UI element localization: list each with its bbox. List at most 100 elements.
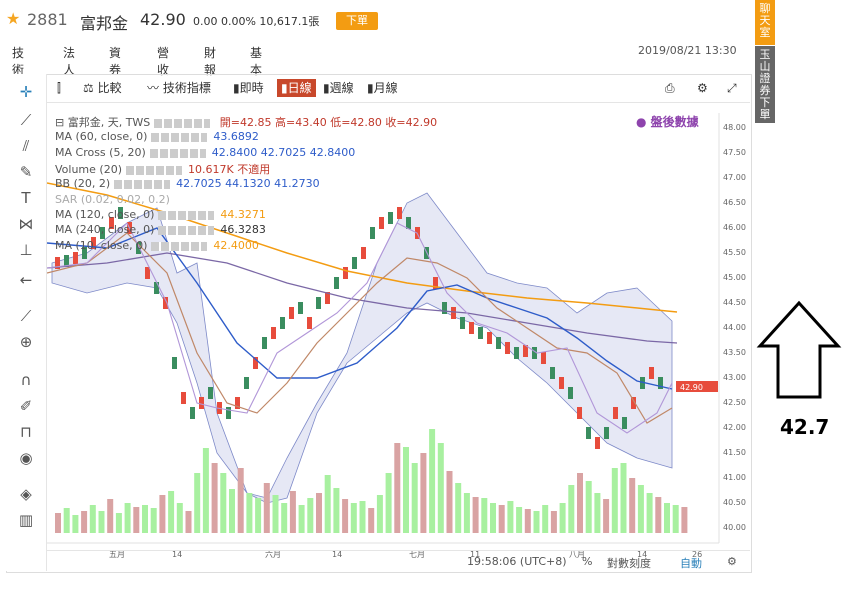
legend-buttons[interactable] <box>114 179 171 189</box>
legend-buttons[interactable] <box>151 241 208 251</box>
legend-bb[interactable]: BB (20, 2) 42.7025 44.1320 41.2730 <box>55 177 320 190</box>
volume-bar <box>211 463 218 533</box>
compare-button[interactable]: ⚖ 比較 <box>83 79 122 97</box>
volume-bar <box>142 505 148 533</box>
volume-bar <box>350 503 357 533</box>
gear-icon[interactable]: ⚙ <box>697 81 708 95</box>
candle <box>298 302 303 314</box>
stock-change: 0.00 0.00% 10,617.1張 <box>193 15 320 28</box>
volume-bar <box>168 491 175 533</box>
auto-scale-toggle[interactable]: 自動 <box>680 557 702 570</box>
legend-buttons[interactable] <box>151 132 208 142</box>
volume-bar <box>89 505 96 533</box>
legend-ma60[interactable]: MA (60, close, 0) 43.6892 <box>55 130 259 143</box>
volume-bar <box>316 493 322 533</box>
tab-institutional[interactable]: 法人 <box>63 46 76 77</box>
candle <box>469 322 474 334</box>
legend-main[interactable]: ⊟ 富邦金, 天, TWS 開=42.85 高=43.40 低=42.80 收=… <box>55 116 438 129</box>
volume-bar <box>255 498 262 533</box>
volume-bar <box>490 503 496 533</box>
chart-toolbar: ⫿ ⚖ 比較 〰 技術指標 ▮即時 ▮日線 ▮週線 ▮月線 ⎙ ⚙ ⤢ <box>47 74 750 103</box>
legend-buttons[interactable] <box>158 225 215 235</box>
legend-value: 開=42.85 高=43.40 低=42.80 收=42.90 <box>219 116 438 129</box>
candle <box>532 347 537 359</box>
legend-buttons[interactable] <box>149 148 206 158</box>
eye-icon[interactable]: ◉ <box>19 449 33 467</box>
indicators-icon: 〰 <box>147 81 163 95</box>
candle <box>604 427 609 439</box>
trash-icon[interactable]: ▥ <box>18 511 34 529</box>
price-chart[interactable]: 48.00 47.50 47.00 46.50 46.00 45.50 45.0… <box>47 103 750 571</box>
realtime-label: 即時 <box>239 81 264 95</box>
lock-icon[interactable]: ⊓ <box>20 423 32 441</box>
legend-buttons[interactable] <box>158 210 215 220</box>
candle <box>613 407 618 419</box>
tab-basic[interactable]: 基本 <box>250 46 263 77</box>
volume-bar <box>646 493 653 533</box>
bank-order-button[interactable]: 玉山證券下單 <box>755 46 775 123</box>
crosshair-icon[interactable]: ✛ <box>19 83 33 101</box>
legend-buttons[interactable] <box>126 165 182 175</box>
candle <box>100 227 105 239</box>
dot-icon: ● <box>636 115 651 129</box>
legend-volume[interactable]: Volume (20) 10.617K 不適用 <box>55 161 270 177</box>
legend-sar[interactable]: SAR (0.02, 0.02, 0.2) <box>55 193 170 206</box>
fib-icon[interactable]: ⫽ <box>22 137 30 155</box>
volume-bar <box>133 507 140 533</box>
ma-120-line <box>47 252 678 344</box>
brush-icon[interactable]: ✎ <box>19 163 33 181</box>
chat-button[interactable]: 聊天室 <box>755 0 775 45</box>
order-button[interactable]: 下單 <box>336 12 378 30</box>
chart-type-icon[interactable]: ⫿ <box>57 81 61 95</box>
x-tick: 六月 <box>265 549 281 559</box>
layers-icon[interactable]: ◈ <box>20 485 32 503</box>
percent-toggle[interactable]: % <box>582 555 593 568</box>
legend-ma10[interactable]: MA (10, close, 0) 42.4000 <box>55 239 259 252</box>
tab-financials[interactable]: 財報 <box>204 46 217 77</box>
after-hours-label[interactable]: ● 盤後數據 <box>636 113 699 130</box>
daily-button[interactable]: ▮日線 <box>277 79 316 97</box>
x-tick: 五月 <box>109 550 125 559</box>
indicators-button[interactable]: 〰 技術指標 <box>147 79 211 97</box>
candle <box>478 327 483 339</box>
volume-bar <box>394 443 401 533</box>
monthly-button[interactable]: ▮月線 <box>367 81 398 95</box>
candle <box>136 242 141 254</box>
candle <box>82 247 87 259</box>
tab-revenue[interactable]: 營收 <box>157 46 170 77</box>
pencil-lock-icon[interactable]: ✐ <box>19 397 33 415</box>
realtime-button[interactable]: ▮即時 <box>233 81 264 95</box>
candle <box>577 407 582 419</box>
y-tick: 45.00 <box>723 273 746 282</box>
y-tick: 47.00 <box>723 173 746 182</box>
log-scale-toggle[interactable]: 對數刻度 <box>607 557 651 570</box>
settings-gear-icon[interactable]: ⚙ <box>727 555 737 568</box>
volume-bar <box>516 507 523 533</box>
star-icon[interactable]: ★ <box>6 9 21 28</box>
volume-bar <box>202 448 209 533</box>
back-arrow-icon[interactable]: ← <box>19 271 33 289</box>
monthly-label: 月線 <box>373 81 398 95</box>
zoom-icon[interactable]: ⊕ <box>19 333 33 351</box>
camera-icon[interactable]: ⎙ <box>665 81 675 95</box>
legend-macross[interactable]: MA Cross (5, 20) 42.8400 42.7025 42.8400 <box>55 146 355 159</box>
weekly-button[interactable]: ▮週線 <box>323 81 354 95</box>
candle <box>262 337 267 349</box>
trendline-icon[interactable]: ⟋ <box>20 111 32 129</box>
tab-margin[interactable]: 資券 <box>109 46 122 77</box>
volume-bar <box>55 513 61 533</box>
fullscreen-icon[interactable]: ⤢ <box>727 81 737 95</box>
legend-ma120[interactable]: MA (120, close, 0) 44.3271 <box>55 208 266 221</box>
y-tick: 48.00 <box>723 123 746 132</box>
volume-bar <box>559 503 566 533</box>
legend-buttons[interactable] <box>154 118 211 128</box>
volume-bar <box>437 443 444 533</box>
legend-value: 10.617K 不適用 <box>188 163 271 176</box>
volume-bar <box>281 503 288 533</box>
magnet-icon[interactable]: ∩ <box>20 371 32 389</box>
ruler-icon[interactable]: ⟋ <box>20 307 32 325</box>
measure-icon[interactable]: ⊥ <box>19 241 33 259</box>
pattern-icon[interactable]: ⋈ <box>18 215 34 233</box>
legend-ma240[interactable]: MA (240, close, 0) 46.3283 <box>55 223 266 236</box>
text-icon[interactable]: T <box>21 189 31 207</box>
